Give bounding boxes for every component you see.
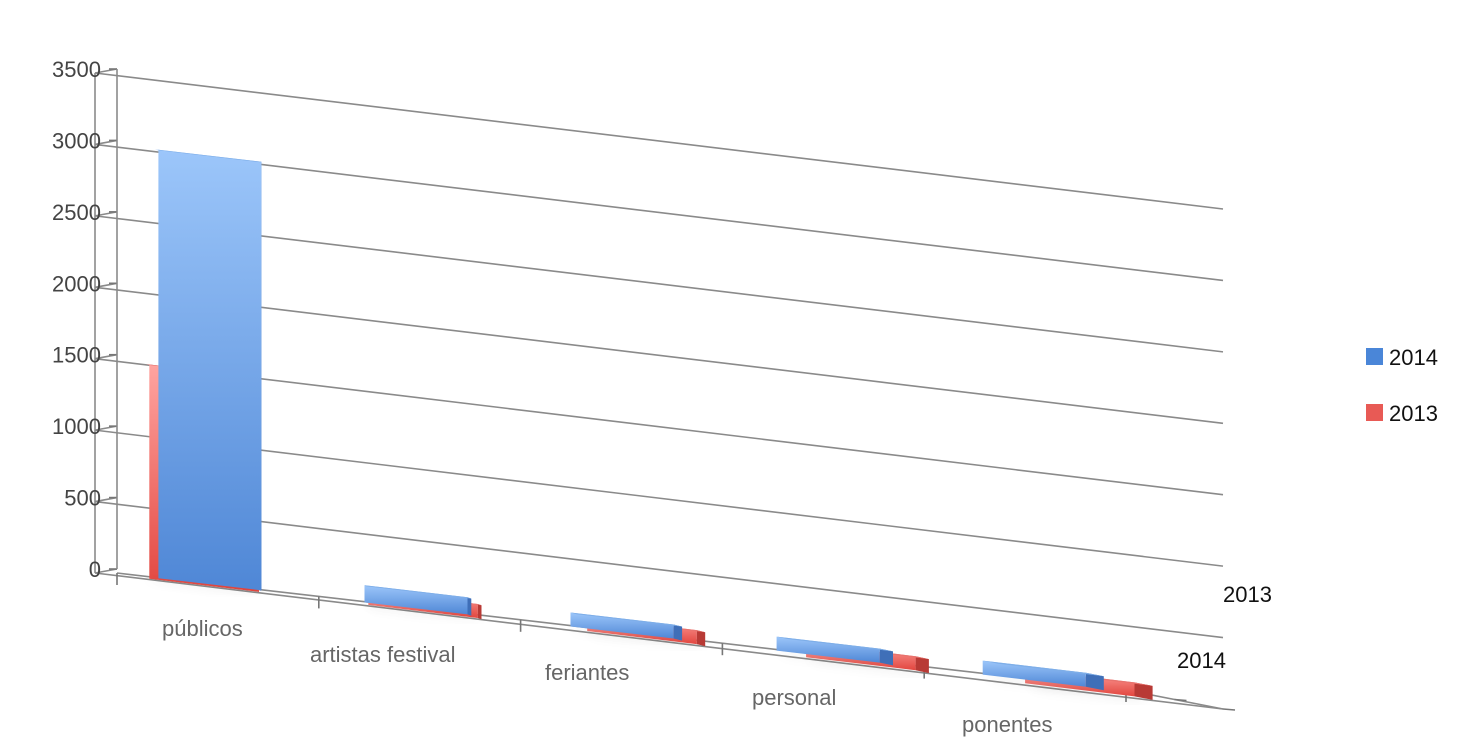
- bar-shadow: [587, 631, 706, 647]
- gridline: [94, 143, 1224, 282]
- bar-side: [696, 630, 706, 647]
- y-tick-label: 1000: [52, 414, 101, 439]
- legend-swatch: [1366, 348, 1383, 365]
- gridlines: [94, 68, 1224, 710]
- bar-top: [364, 585, 472, 599]
- bar: [364, 585, 468, 615]
- bar-shadow: [368, 604, 482, 620]
- bar-shadow: [146, 578, 259, 593]
- depth-tick-mark: [1222, 708, 1236, 711]
- legend-label: 2014: [1389, 345, 1438, 370]
- bar-shadow: [1025, 683, 1153, 700]
- category-label: personal: [752, 685, 836, 710]
- bar-side: [1085, 672, 1104, 691]
- bar-shadow: [776, 650, 893, 666]
- axes: [109, 68, 1236, 711]
- depth-label: 2013: [1223, 582, 1272, 607]
- legend: 2014 2013: [1366, 345, 1438, 426]
- gridline: [94, 500, 1224, 639]
- bar-side: [915, 656, 929, 674]
- labels: 0 500 1000 1500 2000 2500 3000 3500 públicos arti…: [52, 57, 1272, 737]
- y-tick-label: 3000: [52, 128, 101, 153]
- depth-tick-mark: [1174, 698, 1187, 702]
- gridline: [94, 215, 1224, 353]
- floor-back-edge: [94, 572, 1224, 710]
- bar: [982, 660, 1086, 687]
- bar-top: [776, 636, 893, 652]
- bar-side: [1134, 682, 1153, 700]
- bar-shadow: [155, 578, 262, 591]
- bar-side: [467, 597, 472, 616]
- bar-top: [982, 660, 1104, 677]
- bars: [146, 149, 1153, 700]
- category-label: ponentes: [962, 712, 1053, 737]
- bar-side: [879, 648, 893, 666]
- y-tick-label: 2500: [52, 200, 101, 225]
- y-tick-label: 2000: [52, 271, 101, 296]
- bar-shadow: [364, 602, 472, 616]
- y-tick-label: 1500: [52, 343, 101, 368]
- legend-label: 2013: [1389, 401, 1438, 426]
- bar-top: [155, 149, 262, 163]
- bar-top: [570, 612, 683, 627]
- bar-side: [673, 624, 683, 641]
- bar-shadow: [982, 674, 1104, 691]
- bar: [570, 612, 674, 639]
- legend-swatch: [1366, 404, 1383, 421]
- bar-shadow: [570, 626, 683, 641]
- gridline: [94, 429, 1224, 567]
- bar: [158, 149, 262, 591]
- bar-shadow: [806, 657, 929, 674]
- y-tick-label: 3500: [52, 57, 101, 82]
- category-label: artistas festival: [310, 642, 456, 667]
- depth-label: 2014: [1177, 648, 1226, 673]
- bar-side: [477, 604, 482, 620]
- gridline: [94, 286, 1224, 425]
- y-tick-label: 0: [89, 557, 101, 582]
- category-label: feriantes: [545, 660, 629, 685]
- bar: [776, 636, 880, 663]
- y-tick-label: 500: [64, 486, 101, 511]
- gridline: [94, 357, 1224, 496]
- gridline: [94, 72, 1224, 210]
- category-label: públicos: [162, 616, 243, 641]
